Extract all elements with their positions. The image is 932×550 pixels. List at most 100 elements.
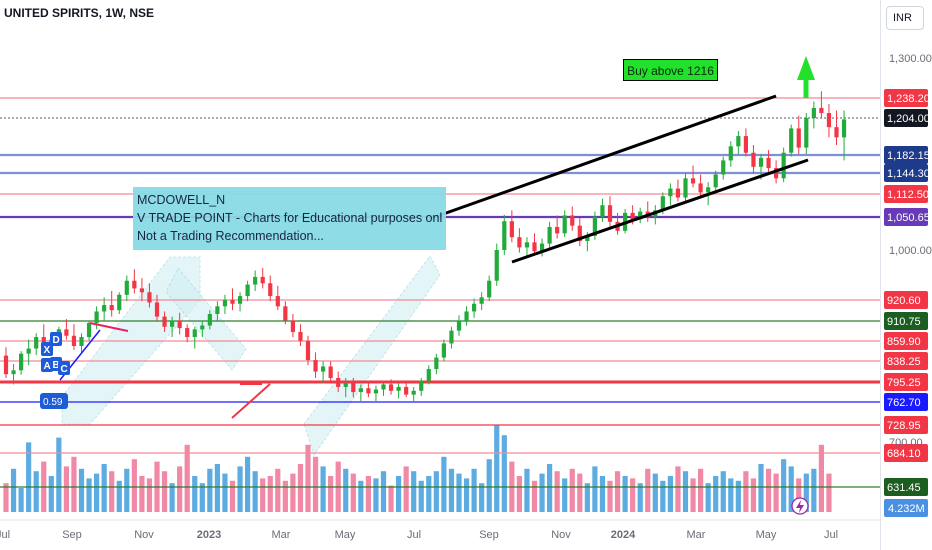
level-label: 728.95 — [887, 420, 921, 432]
candle-body — [147, 292, 152, 303]
candle-body — [456, 320, 462, 331]
volume-bar — [305, 444, 311, 512]
pattern-marker-label: C — [61, 364, 68, 375]
level-label: 1,238.20 — [887, 93, 930, 105]
level-label: 1,144.30 — [887, 168, 930, 180]
candle-body — [366, 388, 371, 394]
candle-body — [3, 355, 9, 375]
volume-bar — [343, 468, 349, 512]
level-label: 859.90 — [887, 336, 921, 348]
resistance-mark-1 — [89, 322, 129, 332]
pattern-marker — [41, 342, 53, 356]
candle-body — [502, 221, 507, 250]
candle-body — [419, 380, 424, 391]
volume-bar — [728, 478, 734, 512]
volume-bar — [358, 480, 364, 512]
candle-body — [600, 205, 605, 217]
volume-bar — [252, 471, 258, 512]
volume-bar — [614, 471, 621, 512]
candle-body — [71, 335, 77, 346]
x-tick-label: Jul — [407, 529, 421, 541]
volume-bar — [26, 442, 32, 512]
candle-body — [305, 340, 311, 361]
candle-body — [109, 305, 114, 311]
level-label-bg — [884, 312, 928, 330]
volume-bar — [184, 444, 190, 512]
candle-body — [154, 302, 160, 317]
info-line-2: Not a Trading Recommendation... — [137, 229, 324, 243]
pattern-marker-label: D — [53, 335, 60, 346]
y-tick-label: 1,300.00 — [889, 53, 932, 65]
level-label-bg — [884, 291, 928, 309]
candle-body — [298, 331, 303, 341]
level-label: 1,112.50 — [887, 189, 929, 201]
volume-bar — [94, 473, 100, 512]
volume-bar — [63, 466, 69, 512]
candle-body — [411, 390, 416, 395]
level-label: 684.10 — [887, 448, 921, 460]
candle-body — [570, 215, 575, 226]
volume-bar — [713, 476, 719, 512]
candle-body — [200, 325, 205, 330]
info-annotation: MCDOWELL_N V TRADE POINT - Charts for Ed… — [133, 187, 446, 250]
candle-body — [34, 337, 39, 349]
volume-bar — [599, 476, 606, 512]
currency-button[interactable]: INR — [886, 6, 924, 30]
volume-bar — [781, 459, 787, 512]
candle-body — [509, 221, 514, 238]
candle-body — [434, 357, 439, 370]
volume-bar — [682, 471, 689, 512]
volume-bar — [260, 478, 266, 512]
candle-body — [207, 314, 212, 326]
volume-bar — [282, 480, 288, 512]
candle-body — [64, 329, 69, 336]
volume-bar — [607, 480, 613, 512]
candle-body — [683, 178, 688, 198]
volume-bar — [441, 456, 447, 512]
volume-bar — [622, 476, 628, 512]
channel-upper-line — [431, 94, 777, 220]
volume-bar — [131, 459, 137, 512]
y-tick-label: 700.00 — [889, 437, 923, 449]
volume-label-bg — [884, 499, 928, 517]
candle-body — [804, 118, 809, 148]
level-label-bg — [884, 393, 928, 411]
volume-bar — [328, 476, 334, 512]
volume-bar — [418, 480, 424, 512]
candle-body — [819, 107, 824, 114]
candle-body — [472, 303, 477, 312]
buy-arrow-head — [797, 56, 815, 80]
lightning-icon-bolt — [796, 500, 804, 513]
volume-bar — [698, 468, 704, 512]
x-tick-label: May — [756, 529, 777, 541]
y-tick-label: 1,000.00 — [889, 245, 932, 257]
channel-lower-line — [511, 158, 809, 264]
volume-bar — [207, 468, 213, 512]
volume-bar — [584, 483, 590, 512]
pattern-marker — [41, 358, 53, 372]
volume-bar — [116, 480, 122, 512]
price-axis-separator — [880, 0, 881, 550]
level-label-bg — [884, 185, 928, 203]
volume-bar — [320, 466, 326, 512]
candle-body — [532, 242, 537, 252]
candle-body — [170, 320, 175, 327]
volume-bar — [531, 480, 538, 512]
volume-bar — [275, 468, 281, 512]
volume-bar — [267, 476, 273, 512]
volume-bar — [86, 478, 92, 512]
volume-bar — [516, 476, 522, 512]
x-tick-label: 2024 — [611, 529, 636, 541]
x-tick-label: May — [335, 529, 356, 541]
candle-body — [185, 328, 190, 338]
level-label-bg — [884, 352, 928, 370]
volume-bar — [803, 473, 809, 512]
volume-bar — [124, 468, 130, 512]
volume-bar — [486, 459, 492, 512]
level-label-bg — [884, 478, 928, 496]
candle-body — [630, 212, 635, 220]
volume-bar — [743, 471, 749, 512]
candle-body — [781, 152, 786, 179]
candle-body — [539, 243, 545, 252]
